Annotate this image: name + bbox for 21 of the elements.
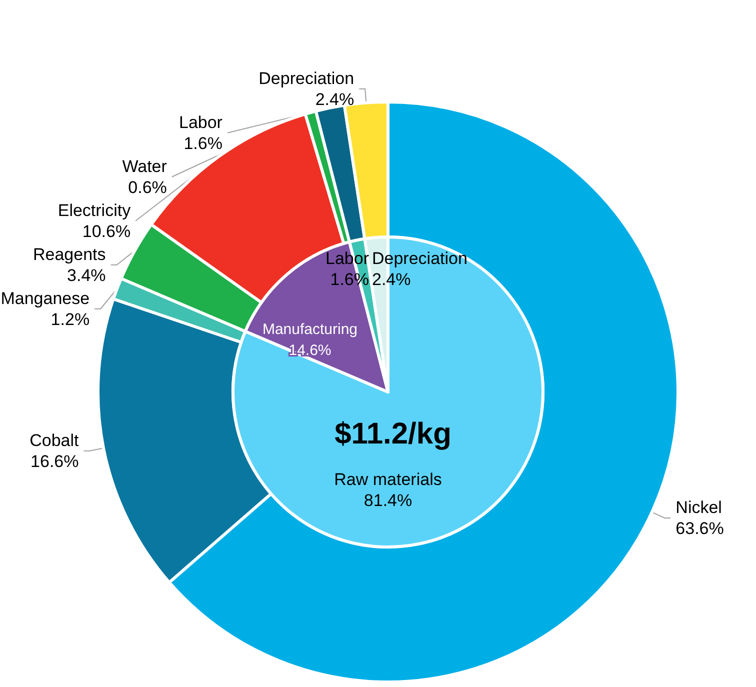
slice-label: Electricity bbox=[58, 200, 132, 220]
data-label: 81.4% bbox=[364, 491, 412, 510]
slice-label: Raw materials bbox=[334, 470, 442, 489]
data-label: 10.6% bbox=[82, 222, 131, 241]
slice-label: Depreciation bbox=[258, 68, 354, 88]
data-label: 1.6% bbox=[184, 134, 222, 153]
data-label: 63.6% bbox=[676, 518, 724, 538]
slice-label: Manganese bbox=[0, 288, 90, 308]
slice-label: Nickel bbox=[676, 498, 722, 517]
slice-label: Water bbox=[122, 156, 168, 176]
slice-label: Labor bbox=[178, 112, 223, 132]
data-label: 3.4% bbox=[67, 266, 106, 285]
data-label: 1.2% bbox=[50, 310, 90, 329]
slice-label: Reagents bbox=[33, 244, 106, 264]
data-label: 16.6% bbox=[30, 452, 79, 471]
text: $11.2/kg bbox=[334, 418, 452, 450]
data-label: 14.6% bbox=[288, 342, 332, 359]
slice-label: Cobalt bbox=[30, 430, 80, 450]
slice-label: Manufacturing bbox=[262, 321, 358, 338]
data-label: 2.4% bbox=[315, 90, 354, 109]
data-label: 0.6% bbox=[128, 178, 167, 197]
